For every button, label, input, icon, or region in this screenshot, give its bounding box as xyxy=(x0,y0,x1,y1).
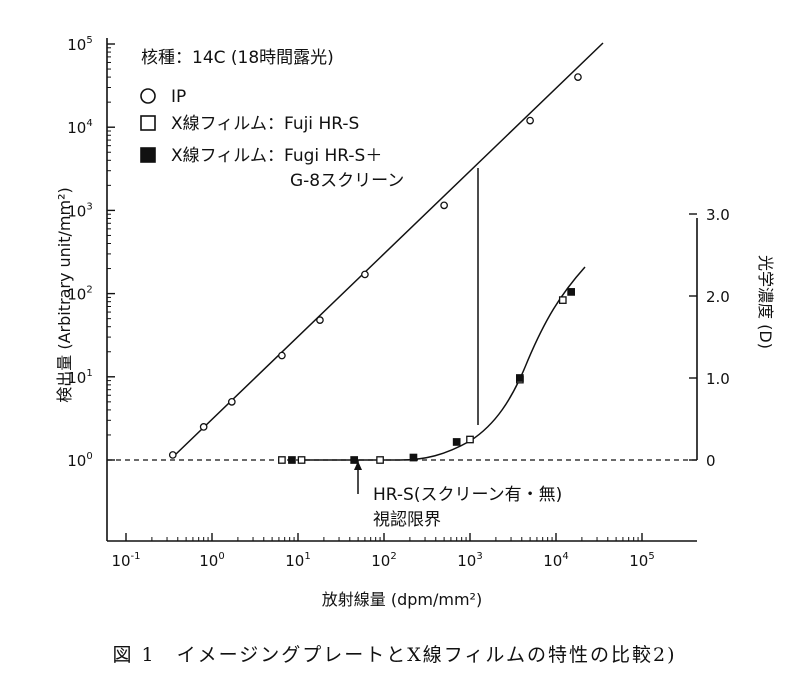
figure-caption: 図 1 イメージングプレートとX線フィルムの特性の比較2) xyxy=(112,644,677,666)
ip-point xyxy=(574,73,582,81)
y-right-tick-label: 1.0 xyxy=(706,370,730,388)
ticks xyxy=(107,43,697,541)
x-tick-label: 10-1 xyxy=(111,551,140,570)
y-right-tick-label: 3.0 xyxy=(706,206,730,224)
legend-filled-square-marker xyxy=(140,147,156,163)
annotation-line-1: HR-S(スクリーン有・無) xyxy=(373,485,562,505)
ip-point xyxy=(168,451,177,459)
y-left-tick-label: 101 xyxy=(67,368,92,387)
film-point xyxy=(558,296,567,304)
visibility-limit-arrowhead xyxy=(354,461,362,470)
ip-point xyxy=(526,116,534,125)
film-point xyxy=(278,456,286,464)
y-axis-label-left: 検出量 (Arbitrary unit/mm²) xyxy=(55,187,74,402)
y-left-tick-label: 102 xyxy=(67,285,92,304)
y-left-tick-label: 103 xyxy=(67,201,92,220)
tick-labels: 10-1 100 101 102 103 104 105 100 101 102 103 104 105… xyxy=(67,35,730,570)
legend-label: X線フィルム：Fugi HR-S＋ xyxy=(171,146,382,166)
film-screen-point xyxy=(409,453,418,462)
x-tick-label: 104 xyxy=(543,551,568,570)
y-left-tick-label: 105 xyxy=(67,35,92,54)
y-right-tick-label: 2.0 xyxy=(706,288,730,306)
x-tick-label: 103 xyxy=(457,551,482,570)
ip-point xyxy=(227,397,236,406)
legend-open-circle-marker xyxy=(140,88,156,104)
ip-point xyxy=(278,351,286,360)
film-point xyxy=(466,435,474,444)
legend-label: X線フィルム：Fuji HR-S xyxy=(171,114,359,134)
legend-header: 核種：14C (18時間露光) xyxy=(141,48,334,68)
ip-point xyxy=(316,316,324,324)
visibility-limit-annotation: HR-S(スクリーン有・無) 視認限界 xyxy=(373,485,562,530)
film-point xyxy=(376,456,384,464)
y-left-tick-label: 104 xyxy=(67,118,92,137)
ip-point xyxy=(199,423,208,431)
film-screen-point xyxy=(350,456,359,464)
film-fit-curve xyxy=(305,266,586,461)
ip-point xyxy=(440,201,448,210)
ip-fit-line xyxy=(174,42,604,456)
ip-point xyxy=(361,270,369,279)
data-points xyxy=(168,73,582,464)
fit-lines xyxy=(174,42,604,494)
film-screen-point xyxy=(288,456,296,464)
x-tick-label: 102 xyxy=(371,551,396,570)
legend-label: IP xyxy=(171,87,186,107)
film-point xyxy=(297,456,306,464)
legend: 核種：14C (18時間露光) IP X線フィルム：Fuji HR-S X線フィ… xyxy=(140,48,404,191)
film-screen-point xyxy=(452,438,461,446)
annotation-line-2: 視認限界 xyxy=(373,510,441,530)
x-axis-label: 放射線量 (dpm/mm²) xyxy=(322,590,482,609)
x-tick-label: 101 xyxy=(285,551,310,570)
x-tick-label: 105 xyxy=(629,551,654,570)
y-right-tick-label: 0 xyxy=(706,452,716,470)
y-left-tick-label: 100 xyxy=(67,451,92,470)
legend-label-continuation: G-8スクリーン xyxy=(290,171,404,191)
film-screen-point xyxy=(567,288,575,296)
y-axis-label-right: 光学濃度 (D) xyxy=(756,255,775,349)
legend-open-square-marker xyxy=(140,115,156,131)
film-screen-point xyxy=(516,374,524,382)
axes xyxy=(106,38,698,542)
x-tick-label: 100 xyxy=(199,551,224,570)
